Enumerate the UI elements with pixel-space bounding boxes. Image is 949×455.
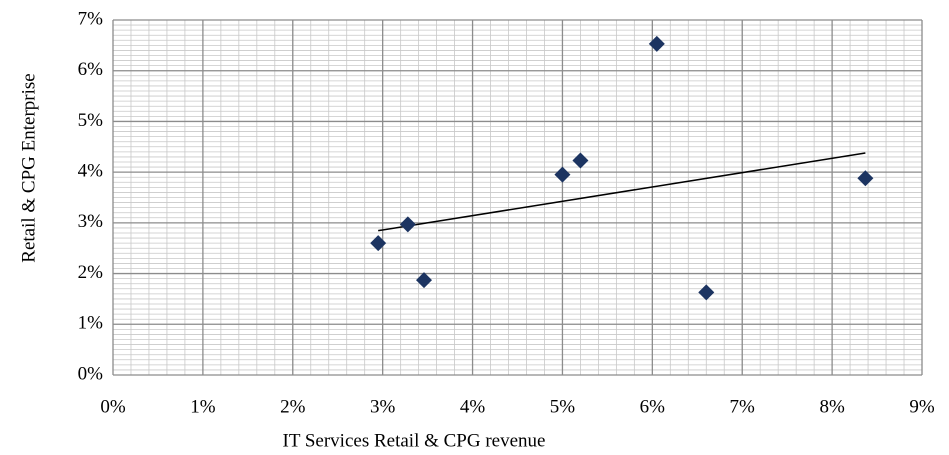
x-tick-label: 3% (370, 396, 396, 417)
x-tick-label: 2% (280, 396, 306, 417)
y-tick-label: 0% (78, 363, 104, 384)
point (370, 235, 387, 252)
y-tick-label: 5% (78, 110, 104, 131)
point (648, 35, 665, 52)
x-tick-label: 4% (460, 396, 486, 417)
y-axis-title: Retail & CPG Enterprise (18, 73, 39, 262)
point (416, 272, 433, 289)
x-tick-label: 9% (909, 396, 935, 417)
x-tick-label: 7% (730, 396, 756, 417)
point (698, 284, 715, 301)
x-axis-title: IT Services Retail & CPG revenue (283, 430, 546, 451)
point (554, 166, 571, 183)
trendline (378, 152, 866, 232)
y-tick-label: 3% (78, 211, 104, 232)
x-tick-label: 6% (640, 396, 666, 417)
y-tick-label: 7% (78, 8, 104, 29)
y-tick-label: 2% (78, 262, 104, 283)
point (399, 216, 416, 233)
x-tick-label: 1% (190, 396, 216, 417)
x-tick-label: 8% (819, 396, 845, 417)
point (857, 170, 874, 187)
x-tick-label: 5% (550, 396, 576, 417)
y-tick-label: 1% (78, 313, 104, 334)
point (572, 152, 589, 169)
x-tick-label: 0% (100, 396, 126, 417)
y-tick-label: 6% (78, 59, 104, 80)
y-tick-label: 4% (78, 161, 104, 182)
